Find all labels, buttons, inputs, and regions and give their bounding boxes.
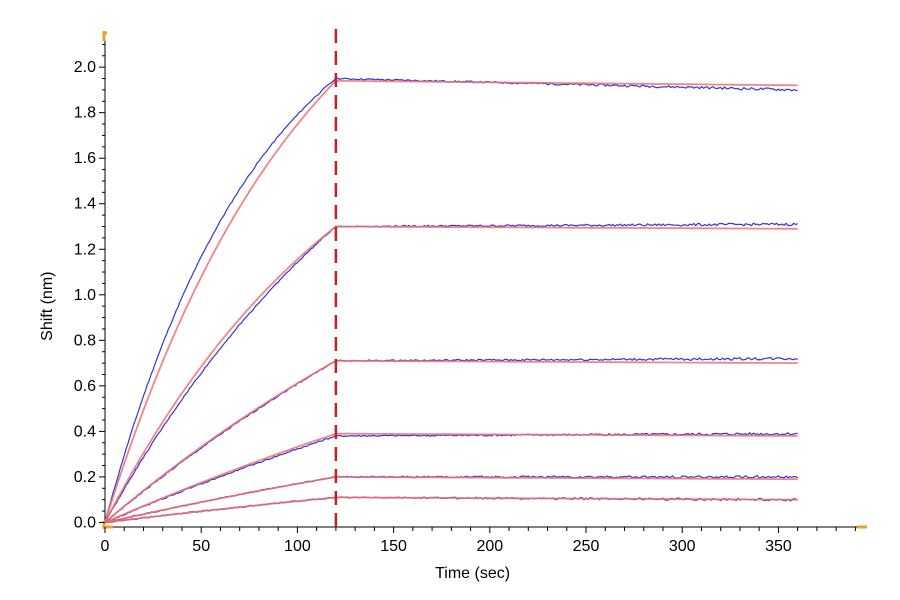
- series-group: [104, 77, 798, 524]
- x-axis-ticks: 0 50 100 150 200 250 300 350: [101, 527, 856, 555]
- axes: [102, 31, 867, 529]
- x-tick-label: 100: [284, 538, 311, 555]
- y-tick-label: 0.6: [74, 378, 96, 395]
- fit-curve-2: [104, 359, 798, 524]
- fit-curve-4: [104, 476, 798, 524]
- y-tick-label: 0.2: [74, 469, 96, 486]
- fit-curve-5: [104, 496, 798, 524]
- y-tick-label: 1.6: [74, 150, 96, 167]
- y-axis-ticks: 0.0 0.2 0.4 0.6 0.8 1.0 1.2 1.4 1.6 1.8 2.0: [74, 43, 105, 531]
- fit-curve-0: [104, 79, 798, 523]
- x-tick-label: 200: [476, 538, 503, 555]
- y-tick-label: 1.4: [74, 196, 96, 213]
- x-tick-label: 50: [192, 538, 210, 555]
- y-tick-label: 1.2: [74, 241, 96, 258]
- x-tick-label: 250: [573, 538, 600, 555]
- y-axis-label: Shift (nm): [39, 272, 56, 341]
- y-tick-label: 0.8: [74, 332, 96, 349]
- y-tick-label: 1.8: [74, 105, 96, 122]
- x-tick-label: 150: [380, 538, 407, 555]
- fit-curve-3: [104, 432, 798, 524]
- fit-curve-1: [104, 225, 798, 523]
- x-tick-label: 300: [669, 538, 696, 555]
- measured-trace-1: [104, 222, 798, 523]
- y-tick-label: 2.0: [74, 59, 96, 76]
- x-axis-label: Time (sec): [435, 565, 510, 582]
- x-tick-label: 0: [101, 538, 110, 555]
- y-tick-label: 0.0: [74, 514, 96, 531]
- x-tick-label: 350: [765, 538, 792, 555]
- y-tick-label: 0.4: [74, 423, 96, 440]
- measured-trace-0: [104, 77, 798, 523]
- y-tick-label: 1.0: [74, 287, 96, 304]
